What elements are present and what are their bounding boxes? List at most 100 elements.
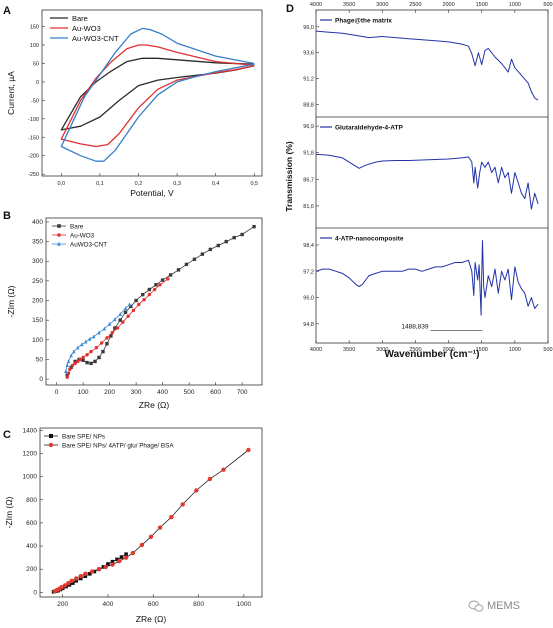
y-tick-label: 97,2	[303, 269, 314, 275]
data-point-circle	[94, 345, 99, 350]
x-axis-title: ZRe (Ω)	[136, 614, 167, 624]
y-tick-label: 1000	[23, 474, 38, 481]
data-point-circle	[130, 550, 136, 556]
y-tick-label: 150	[32, 317, 43, 324]
data-point-square	[160, 278, 165, 282]
y-tick-label: 98,4	[303, 243, 314, 249]
data-point-triangle	[72, 349, 76, 354]
data-point-circle	[81, 355, 85, 360]
legend-label: Glutaraldehyde-4-ATP	[335, 125, 403, 132]
top-tick-label: 4000	[310, 2, 322, 8]
x-tick-label: 400	[157, 389, 168, 396]
x-tick-label: 1000	[509, 347, 521, 353]
data-point-circle	[194, 488, 199, 493]
data-point-triangle	[102, 326, 107, 331]
y-tick-label: 93,6	[303, 51, 314, 57]
data-point-square	[71, 581, 75, 585]
data-point-circle	[70, 363, 75, 368]
data-point-triangle	[65, 363, 69, 368]
panel-letter-a: A	[3, 5, 11, 17]
top-tick-label: 1500	[476, 2, 488, 8]
data-point-circle	[139, 542, 145, 548]
cv-curve-au-wo3	[60, 44, 255, 148]
x-tick-label: 1500	[476, 347, 488, 353]
legend-label: AuWO3-CNT	[70, 242, 107, 249]
data-point-square	[88, 572, 92, 576]
y-axis-title: Transmission (%)	[284, 141, 294, 212]
data-point-square	[105, 342, 109, 346]
data-point-circle	[142, 298, 146, 302]
data-point-circle	[62, 583, 68, 588]
data-point-square	[252, 224, 256, 229]
data-point-triangle	[69, 353, 73, 358]
top-tick-label: 3000	[376, 2, 388, 8]
data-point-circle	[78, 573, 83, 579]
plot-frame	[45, 217, 263, 386]
data-point-circle	[78, 357, 83, 362]
y-axis-title: -ZIm (Ω)	[6, 285, 16, 317]
data-point-square	[97, 355, 101, 360]
top-tick-label: 500	[543, 2, 552, 8]
x-tick-label: 1000	[237, 601, 252, 608]
y-tick-label: 88,8	[303, 103, 314, 109]
series-line	[54, 449, 249, 592]
x-tick-label: 200	[57, 601, 68, 608]
panel-a: A 0,0 0,1 0,2 0,3 0,4 0,5 -250 -200 -150 -100 -50 0 5…	[3, 5, 263, 198]
y-tick-label: 600	[26, 520, 37, 527]
x-tick-label: 0	[55, 389, 59, 396]
watermark-text: MEMS	[487, 600, 520, 612]
data-point-circle	[246, 447, 251, 453]
data-point-circle	[131, 308, 136, 313]
panel-c: C 200 400 600 800 1000 0 200 400 600 800 1000 1200 14…	[3, 427, 263, 624]
data-point-circle	[126, 314, 130, 318]
y-tick-label: 350	[32, 239, 43, 246]
y-tick-label: 1400	[23, 427, 38, 434]
wechat-icon	[468, 600, 484, 612]
data-point-square	[119, 555, 124, 559]
data-point-square	[101, 349, 105, 354]
data-point-triangle	[66, 359, 71, 364]
data-point-circle	[66, 580, 71, 586]
data-point-square	[123, 310, 128, 315]
legend-label: Au-WO3	[72, 24, 101, 33]
data-point-square	[216, 243, 220, 248]
plot-frame	[315, 9, 549, 344]
data-point-triangle	[84, 339, 88, 344]
x-tick-label: 200	[104, 389, 115, 396]
x-tick-label: 0,5	[250, 181, 258, 187]
y-tick-label: 300	[32, 258, 43, 265]
data-point-circle	[68, 367, 72, 371]
data-point-square	[240, 232, 244, 237]
x-tick-label: 3000	[376, 347, 388, 353]
top-tick-label: 1000	[509, 2, 521, 8]
data-point-square	[78, 576, 83, 581]
legend-label: Bare	[70, 224, 84, 231]
data-point-circle	[110, 331, 114, 335]
data-point-circle	[83, 571, 88, 577]
y-tick-label: 100	[30, 43, 39, 49]
y-tick-label: 91,2	[303, 77, 314, 83]
x-axis-title: Wavenumber (cm⁻¹)	[385, 349, 480, 360]
ftir-spectrum-1	[315, 30, 539, 101]
data-point-square	[81, 358, 85, 362]
y-axis-title: Current, µA	[6, 71, 16, 115]
legend-label: Phage@the matrix	[335, 18, 392, 25]
data-point-triangle	[64, 368, 68, 373]
y-axis-title: -ZIm (Ω)	[4, 496, 14, 528]
data-point-square	[200, 252, 205, 256]
x-tick-label: 0,3	[173, 181, 181, 187]
data-point-circle	[221, 467, 226, 472]
legend-marker	[49, 434, 53, 438]
data-point-square	[106, 562, 110, 566]
data-point-circle	[148, 534, 154, 540]
data-point-square	[57, 224, 61, 228]
ftir-spectrum-2	[315, 153, 539, 210]
panel-b: B 0 100 200 300 400 500 600 700 0 50 100 150 200 250 30…	[3, 210, 263, 410]
data-point-square	[113, 326, 117, 330]
y-tick-label: 400	[32, 219, 43, 226]
data-point-square	[184, 262, 189, 267]
y-tick-label: -250	[28, 172, 39, 178]
cv-curve-bare	[60, 57, 255, 131]
data-point-circle	[166, 277, 170, 281]
